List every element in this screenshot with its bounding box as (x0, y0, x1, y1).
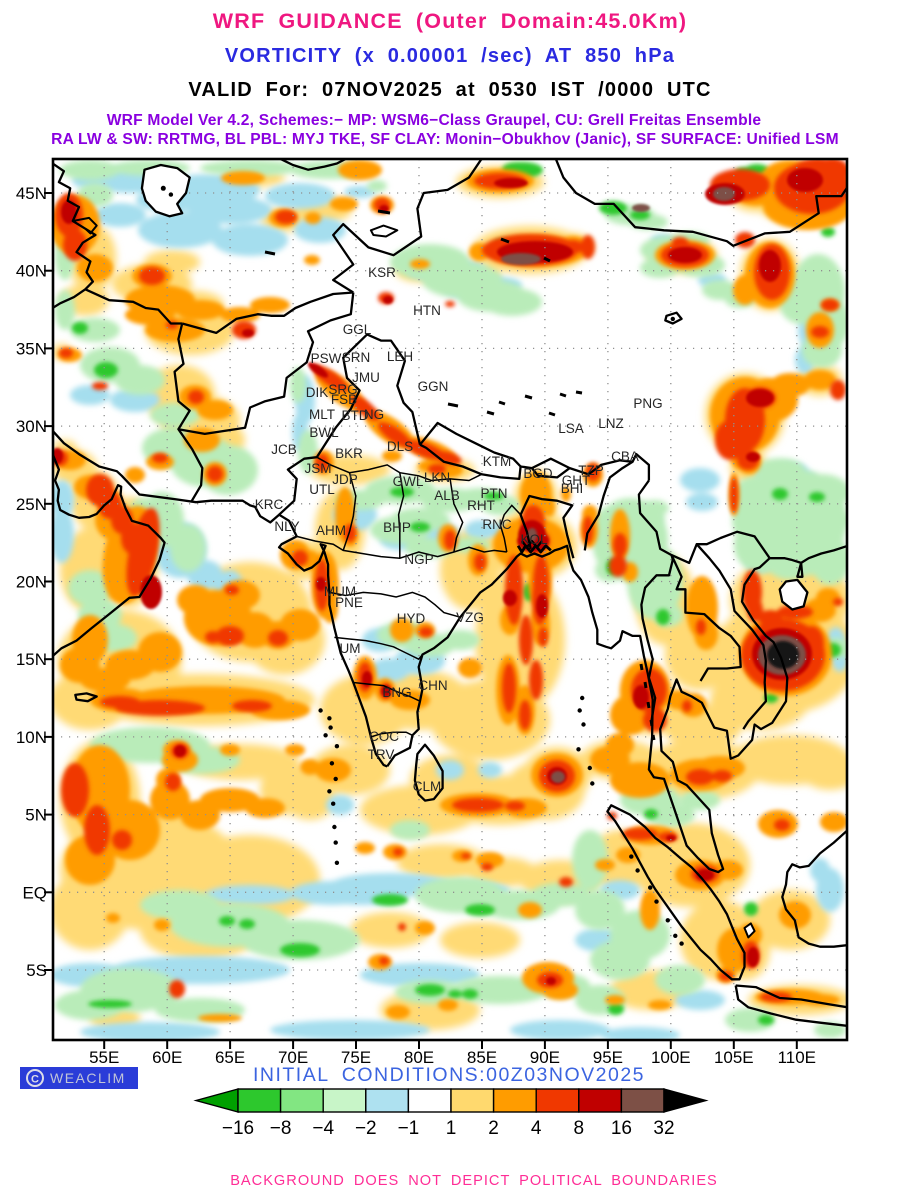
svg-text:−2: −2 (355, 1118, 377, 1139)
svg-text:35N: 35N (16, 339, 47, 358)
svg-text:LNZ: LNZ (598, 416, 624, 431)
svg-text:RA LW & SW: RRTMG, BL PBL: MYJ: RA LW & SW: RRTMG, BL PBL: MYJ TKE, SF C… (51, 131, 839, 148)
svg-text:GWL: GWL (393, 474, 424, 489)
svg-text:SRN: SRN (342, 350, 371, 365)
svg-text:HYD: HYD (397, 611, 426, 626)
svg-text:PNG: PNG (633, 396, 662, 411)
svg-text:GGL: GGL (343, 322, 372, 337)
svg-text:5S: 5S (26, 961, 47, 980)
svg-text:INITIAL CONDITIONS:00Z03NOV202: INITIAL CONDITIONS:00Z03NOV2025 (253, 1064, 645, 1086)
svg-text:JDP: JDP (332, 472, 358, 487)
svg-text:C: C (31, 1074, 39, 1086)
svg-text:16: 16 (611, 1118, 632, 1139)
svg-text:LKN: LKN (424, 470, 450, 485)
svg-text:4: 4 (531, 1118, 542, 1139)
svg-text:BTD: BTD (342, 408, 369, 423)
svg-text:15N: 15N (16, 650, 47, 669)
svg-text:VALID For: 07NOV2025 at 0530 I: VALID For: 07NOV2025 at 0530 IST /0000 U… (188, 79, 711, 101)
svg-text:100E: 100E (651, 1048, 691, 1067)
svg-text:95E: 95E (593, 1048, 623, 1067)
svg-text:5N: 5N (25, 806, 47, 825)
svg-text:55E: 55E (89, 1048, 119, 1067)
svg-text:−8: −8 (270, 1118, 292, 1139)
svg-text:BWL: BWL (309, 425, 339, 440)
svg-text:DIK: DIK (306, 385, 329, 400)
svg-text:HTN: HTN (413, 303, 441, 318)
svg-text:CLM: CLM (413, 779, 442, 794)
svg-text:COC: COC (369, 729, 399, 744)
svg-text:RNC: RNC (482, 517, 511, 532)
svg-text:85E: 85E (467, 1048, 497, 1067)
svg-text:JMU: JMU (352, 370, 380, 385)
svg-text:BNG: BNG (382, 685, 411, 700)
svg-text:LSA: LSA (558, 421, 584, 436)
svg-text:AHM: AHM (316, 523, 346, 538)
svg-text:WRF Model Ver 4.2, Schemes:− M: WRF Model Ver 4.2, Schemes:− MP: WSM6−Cl… (107, 112, 762, 129)
svg-text:KRC: KRC (255, 497, 284, 512)
svg-text:JCB: JCB (271, 442, 297, 457)
svg-text:105E: 105E (714, 1048, 754, 1067)
svg-text:TRV: TRV (368, 747, 395, 762)
svg-text:BHI: BHI (561, 481, 584, 496)
svg-text:90E: 90E (530, 1048, 560, 1067)
svg-text:EQ: EQ (22, 883, 47, 902)
svg-text:CBA: CBA (611, 449, 639, 464)
svg-text:BHP: BHP (383, 520, 411, 535)
svg-text:RHT: RHT (467, 498, 495, 513)
svg-text:GGN: GGN (418, 379, 449, 394)
svg-text:GHT: GHT (562, 473, 591, 488)
svg-text:65E: 65E (215, 1048, 245, 1067)
svg-text:MUM: MUM (324, 584, 356, 599)
svg-text:40N: 40N (16, 262, 47, 281)
svg-text:FSB: FSB (331, 392, 357, 407)
svg-text:LEH: LEH (387, 349, 413, 364)
svg-text:−1: −1 (398, 1118, 420, 1139)
svg-text:ALB: ALB (434, 488, 460, 503)
svg-text:WRF GUIDANCE (Outer Domain:45.: WRF GUIDANCE (Outer Domain:45.0Km) (213, 9, 688, 33)
svg-text:20N: 20N (16, 573, 47, 592)
svg-text:BACKGROUND DOES NOT DEPICT POL: BACKGROUND DOES NOT DEPICT POLITICAL BOU… (230, 1173, 718, 1189)
svg-text:−4: −4 (312, 1118, 334, 1139)
svg-text:25N: 25N (16, 495, 47, 514)
svg-text:10N: 10N (16, 728, 47, 747)
svg-text:JSM: JSM (305, 461, 332, 476)
svg-text:WEACLIM: WEACLIM (50, 1070, 126, 1086)
svg-text:BKR: BKR (335, 446, 363, 461)
svg-text:−16: −16 (222, 1118, 254, 1139)
svg-text:80E: 80E (404, 1048, 434, 1067)
svg-text:UM: UM (340, 641, 361, 656)
svg-text:110E: 110E (778, 1048, 816, 1067)
svg-text:NLY: NLY (274, 519, 299, 534)
svg-text:PTN: PTN (481, 486, 508, 501)
svg-text:60E: 60E (152, 1048, 182, 1067)
svg-text:75E: 75E (341, 1048, 371, 1067)
svg-text:VZG: VZG (456, 610, 484, 625)
svg-text:NG: NG (364, 407, 384, 422)
svg-text:70E: 70E (278, 1048, 308, 1067)
svg-text:32: 32 (653, 1118, 674, 1139)
svg-text:UTL: UTL (309, 482, 335, 497)
svg-text:KOL: KOL (520, 532, 548, 547)
svg-text:MLT: MLT (309, 407, 335, 422)
svg-text:45N: 45N (16, 184, 47, 203)
svg-text:CHN: CHN (418, 678, 447, 693)
svg-text:VORTICITY (x 0.00001 /sec) AT: VORTICITY (x 0.00001 /sec) AT 850 hPa (225, 45, 675, 67)
svg-text:TZP: TZP (578, 463, 604, 478)
svg-text:2: 2 (488, 1118, 499, 1139)
svg-text:1: 1 (446, 1118, 457, 1139)
svg-text:30N: 30N (16, 417, 47, 436)
svg-text:SRG: SRG (328, 382, 357, 397)
svg-text:KTM: KTM (483, 454, 512, 469)
svg-text:NGP: NGP (404, 552, 433, 567)
svg-text:DLS: DLS (387, 439, 413, 454)
svg-text:PSW: PSW (311, 351, 342, 366)
svg-text:8: 8 (574, 1118, 585, 1139)
svg-text:BGD: BGD (523, 466, 553, 481)
svg-text:PNE: PNE (335, 595, 363, 610)
svg-text:KSR: KSR (368, 265, 396, 280)
